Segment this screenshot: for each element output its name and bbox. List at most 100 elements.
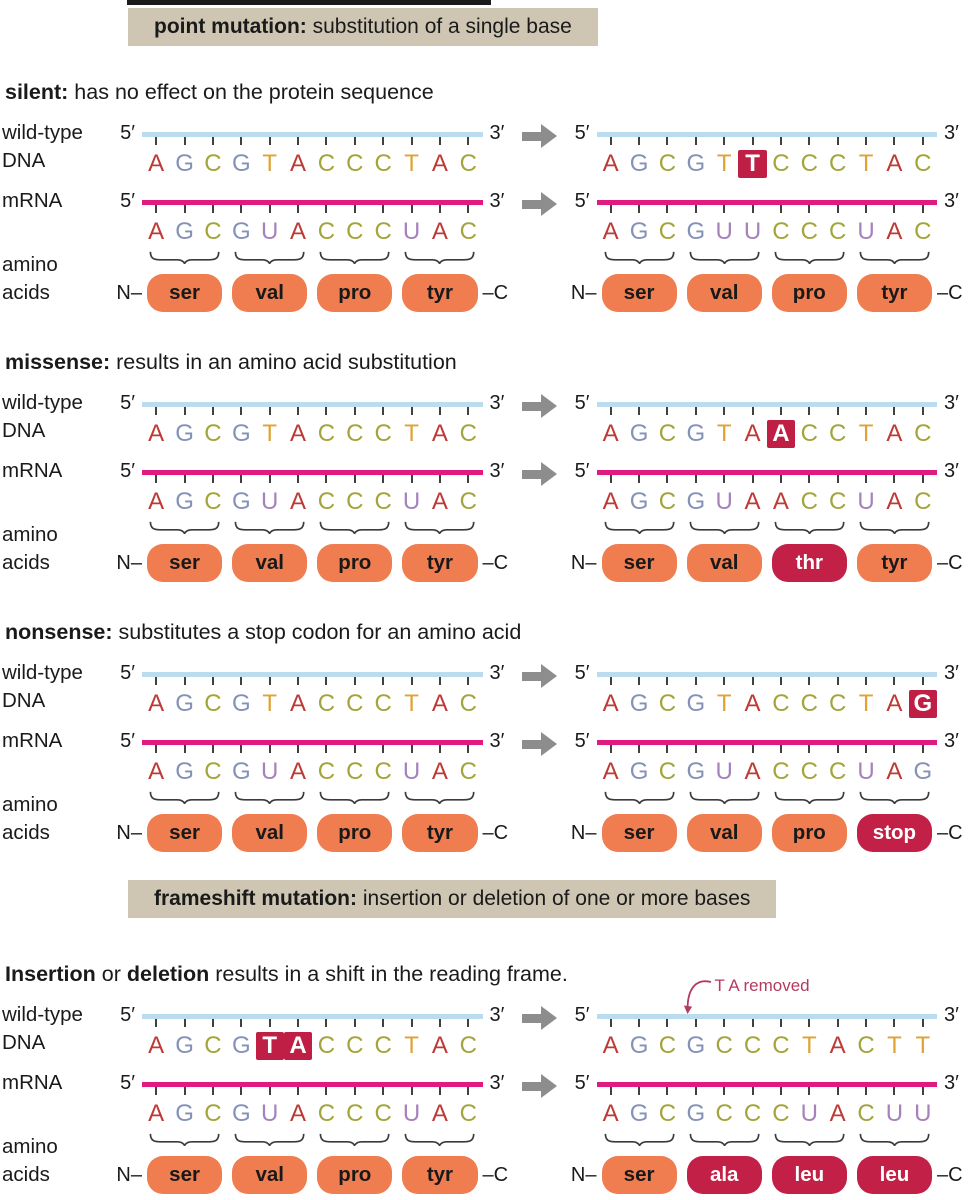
base-letter: A	[148, 218, 165, 245]
tick	[666, 475, 669, 483]
base-cell: G	[625, 1030, 653, 1062]
base-cell: C	[852, 1030, 880, 1062]
five-prime-label: 5′	[120, 392, 135, 414]
tick	[353, 677, 356, 685]
codon-brace	[312, 791, 397, 807]
n-terminal-label: N–	[570, 1163, 597, 1186]
tick	[609, 407, 612, 415]
tick	[183, 205, 186, 213]
base-cell: C	[341, 148, 369, 180]
row-label-mrna-line: mRNA	[2, 1071, 63, 1094]
codon-brace	[227, 521, 312, 537]
base-letter: C	[374, 150, 392, 177]
base-cell: C	[454, 418, 482, 450]
base-letter: T	[716, 690, 732, 717]
c-terminal-label: –C	[937, 821, 963, 844]
mrna-strand-line	[596, 740, 937, 753]
amino-pill: val	[232, 1156, 308, 1194]
tick	[297, 475, 300, 483]
base-cell: U	[397, 1098, 425, 1130]
base-letter: C	[658, 1032, 677, 1059]
tick	[268, 137, 271, 145]
tick	[723, 745, 726, 753]
arrow-head	[541, 732, 557, 756]
base-letter: C	[204, 488, 222, 515]
tick	[155, 1087, 158, 1095]
tick	[325, 407, 328, 415]
base-cell: A	[284, 756, 312, 788]
base-letter: U	[261, 488, 279, 515]
base-cell: G	[227, 418, 255, 450]
base-letter: C	[829, 218, 847, 245]
base-letter: G	[175, 488, 194, 515]
tick	[353, 205, 356, 213]
base-cell: C	[454, 756, 482, 788]
row-label-amino: amino acids	[0, 251, 112, 316]
amino-pill: val	[686, 544, 762, 582]
tick	[865, 677, 868, 685]
tick	[382, 137, 385, 145]
base-letter: T	[801, 1032, 817, 1059]
tick	[779, 677, 782, 685]
amino-pill: tyr	[402, 274, 478, 312]
arrow-shaft	[522, 401, 541, 411]
mrna-strand-row: 5′ 3′	[567, 183, 968, 213]
panel-arrow-cell	[513, 453, 567, 486]
codon-brace	[682, 251, 767, 267]
tick	[609, 1087, 612, 1095]
amino-pill: pro	[317, 544, 393, 582]
base-cell: U	[256, 1098, 284, 1130]
base-letter: U	[402, 758, 421, 785]
tick	[325, 1019, 328, 1027]
base-cell: C	[795, 486, 823, 518]
row-label-mrna: mRNA	[0, 1065, 112, 1130]
tick	[211, 407, 214, 415]
amino-pill-cell: val	[682, 274, 767, 312]
tick	[723, 677, 726, 685]
base-letter: C	[743, 1032, 762, 1059]
amino-pill: pro	[317, 274, 393, 312]
section-title-segment: missense:	[5, 350, 111, 374]
row-label-amino-line: amino	[2, 523, 58, 546]
row-label-mrna-line: mRNA	[2, 189, 63, 212]
tick	[297, 137, 300, 145]
five-prime-label: 5′	[574, 460, 590, 482]
tick	[353, 1019, 356, 1027]
tick	[609, 677, 612, 685]
section-title-segment: nonsense:	[5, 620, 113, 644]
base-cell: C	[767, 148, 795, 180]
tick	[410, 677, 413, 685]
tick	[638, 205, 641, 213]
mrna-strand-line	[142, 1082, 483, 1095]
base-letter: G	[175, 150, 194, 177]
base-cell: G	[170, 1030, 198, 1062]
base-cell: C	[199, 1030, 227, 1062]
brace-icon	[774, 1133, 845, 1146]
codon-brace	[767, 791, 852, 807]
base-letter: A	[431, 420, 448, 447]
base-cell: T	[909, 1030, 937, 1062]
amino-pill-cell: tyr	[397, 814, 482, 852]
base-letter: A	[148, 758, 165, 785]
base-cell: A	[426, 688, 454, 720]
brace-icon	[404, 791, 475, 804]
base-cell: G	[170, 756, 198, 788]
base-cell: U	[909, 1098, 937, 1130]
tick	[297, 677, 300, 685]
dna-strand-row: 5′ 3′	[567, 115, 968, 145]
base-cell: A	[597, 216, 625, 248]
base-cell: G	[227, 216, 255, 248]
base-letter: A	[431, 150, 448, 177]
right-arrow-icon	[522, 1074, 557, 1098]
base-letter: C	[346, 150, 364, 177]
section-grid: wild-type DNA mRNA amino acids 5′ 3′ A G C G T A C C C T…	[0, 115, 969, 316]
base-letter: C	[658, 488, 677, 515]
base-letter: G	[686, 758, 706, 785]
tick	[666, 1019, 669, 1027]
base-cell: C	[738, 1030, 766, 1062]
